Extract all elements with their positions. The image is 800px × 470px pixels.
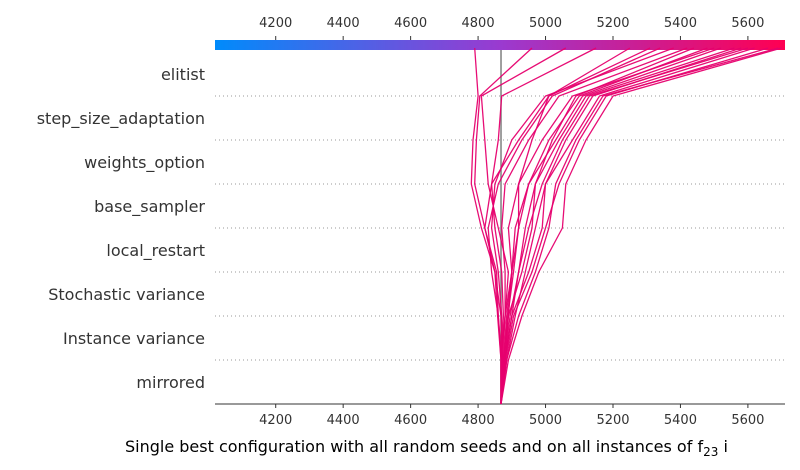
- feature-label: elitist: [161, 65, 205, 84]
- feature-label: step_size_adaptation: [37, 109, 205, 129]
- bottom-tick-label: 5600: [731, 413, 764, 428]
- series-line: [500, 47, 779, 405]
- feature-label: Stochastic variance: [48, 285, 205, 304]
- feature-label: mirrored: [136, 373, 205, 392]
- bottom-tick-label: 4800: [462, 413, 495, 428]
- series-line: [500, 47, 715, 405]
- feature-label: weights_option: [84, 153, 205, 173]
- top-tick-label: 5400: [664, 16, 697, 31]
- grid-lines: [215, 95, 785, 361]
- series-line: [490, 47, 674, 405]
- series-line: [470, 47, 502, 404]
- series-line: [500, 47, 749, 405]
- top-tick-label: 4200: [259, 16, 292, 31]
- series-line: [500, 47, 742, 405]
- series-line: [500, 47, 769, 405]
- bottom-tick-label: 5000: [529, 413, 562, 428]
- x-axis-label-tail: i: [718, 437, 728, 456]
- series-line: [487, 47, 661, 405]
- x-axis-label: Single best configuration with all rando…: [125, 437, 728, 459]
- series-line: [500, 47, 782, 405]
- top-tick-label: 4400: [327, 16, 360, 31]
- bottom-tick-label: 5200: [596, 413, 629, 428]
- x-axis-label-subscript: 23: [703, 445, 718, 459]
- series-line: [500, 47, 735, 405]
- bottom-tick-label: 4600: [394, 413, 427, 428]
- top-tick-label: 4800: [462, 16, 495, 31]
- top-tick-label: 5000: [529, 16, 562, 31]
- top-tick-label: 4600: [394, 16, 427, 31]
- bottom-tick-label: 4200: [259, 413, 292, 428]
- x-axis-label-main: Single best configuration with all rando…: [125, 437, 703, 456]
- labels: 4200 4200 4400 4400 4600 4600 4800 4800 5000 5000…: [37, 16, 765, 459]
- series-line: [500, 47, 688, 405]
- series-line: [484, 47, 631, 405]
- series-line: [500, 47, 755, 405]
- series-lines: [470, 47, 782, 405]
- color-bar: [215, 40, 785, 50]
- series-line: [500, 47, 722, 405]
- series-line: [480, 47, 567, 404]
- bottom-tick-label: 5400: [664, 413, 697, 428]
- feature-label: local_restart: [106, 241, 205, 261]
- top-tick-label: 5200: [596, 16, 629, 31]
- feature-label: base_sampler: [94, 197, 205, 217]
- bottom-tick-label: 4400: [327, 413, 360, 428]
- feature-label: Instance variance: [63, 329, 205, 348]
- top-tick-label: 5600: [731, 16, 764, 31]
